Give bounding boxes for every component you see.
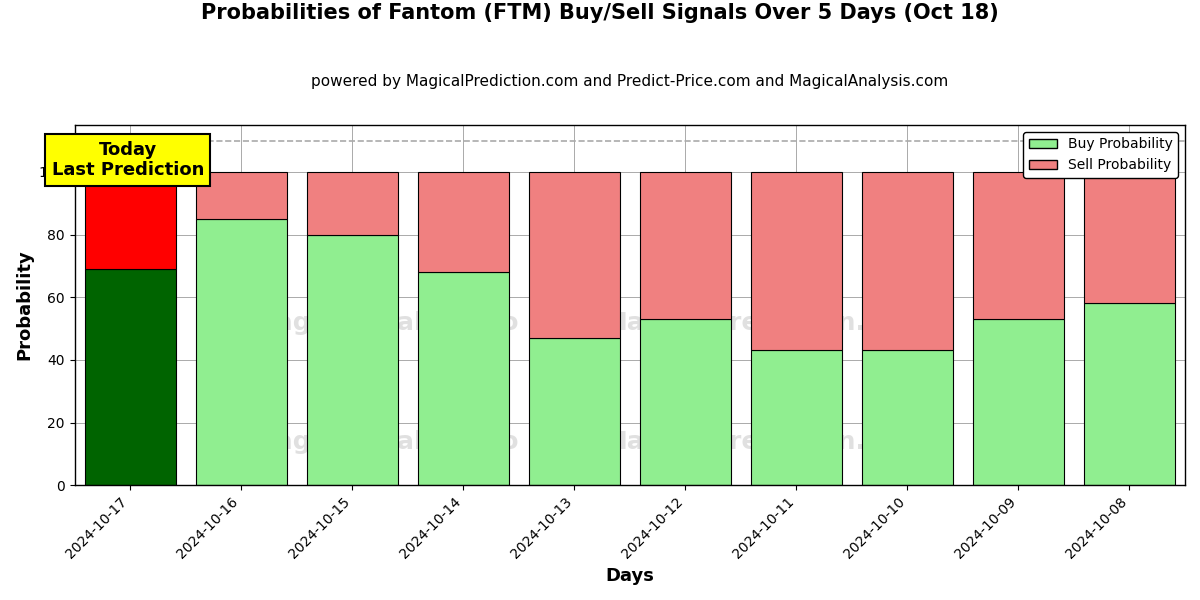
Title: powered by MagicalPrediction.com and Predict-Price.com and MagicalAnalysis.com: powered by MagicalPrediction.com and Pre…	[311, 74, 948, 89]
Bar	[1084, 304, 1175, 485]
Bar	[85, 269, 175, 485]
Bar	[418, 272, 509, 485]
Bar	[196, 219, 287, 485]
Bar	[529, 338, 620, 485]
Bar	[751, 350, 842, 485]
Text: Probabilities of Fantom (FTM) Buy/Sell Signals Over 5 Days (Oct 18): Probabilities of Fantom (FTM) Buy/Sell S…	[202, 3, 998, 23]
Bar	[307, 172, 397, 235]
Bar	[640, 319, 731, 485]
Bar	[862, 350, 953, 485]
Bar	[751, 172, 842, 350]
Bar	[529, 172, 620, 338]
Bar	[973, 319, 1064, 485]
Bar	[307, 235, 397, 485]
X-axis label: Days: Days	[605, 567, 654, 585]
Text: MagicalPrediction.com: MagicalPrediction.com	[602, 311, 924, 335]
Legend: Buy Probability, Sell Probability: Buy Probability, Sell Probability	[1024, 132, 1178, 178]
Text: MagicalPrediction.com: MagicalPrediction.com	[602, 430, 924, 454]
Text: Today
Last Prediction: Today Last Prediction	[52, 140, 204, 179]
Bar	[640, 172, 731, 319]
Bar	[85, 172, 175, 269]
Bar	[973, 172, 1064, 319]
Text: MagicalAnalysis.co: MagicalAnalysis.co	[252, 430, 520, 454]
Bar	[1084, 172, 1175, 304]
Y-axis label: Probability: Probability	[16, 250, 34, 361]
Bar	[418, 172, 509, 272]
Bar	[196, 172, 287, 219]
Text: MagicalAnalysis.co: MagicalAnalysis.co	[252, 311, 520, 335]
Bar	[862, 172, 953, 350]
